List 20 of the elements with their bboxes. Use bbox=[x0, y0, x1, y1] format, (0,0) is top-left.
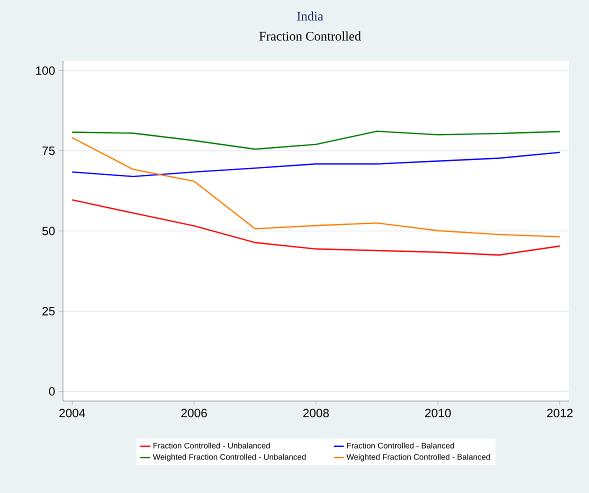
x-tick-label: 2008 bbox=[303, 408, 329, 418]
line-series bbox=[71, 199, 560, 256]
x-tick-label: 2004 bbox=[59, 408, 86, 418]
line-series bbox=[71, 152, 560, 178]
chart-title: India bbox=[297, 11, 324, 21]
y-tick-label: 50 bbox=[42, 226, 55, 236]
legend-label: Weighted Fraction Controlled - Balanced bbox=[346, 454, 490, 462]
x-tick-label: 2012 bbox=[547, 408, 573, 418]
legend-label: Weighted Fraction Controlled - Unbalanced bbox=[152, 454, 306, 462]
line-series bbox=[71, 130, 560, 150]
legend-label: Fraction Controlled - Unbalanced bbox=[154, 442, 270, 448]
y-tick-label: 75 bbox=[42, 146, 55, 155]
y-tick-label: 100 bbox=[36, 66, 55, 75]
x-tick-label: 2006 bbox=[181, 408, 207, 418]
y-tick-label: 25 bbox=[42, 306, 55, 316]
legend-label: Fraction Controlled - Balanced bbox=[347, 442, 454, 448]
y-tick-label: 0 bbox=[49, 387, 55, 396]
x-tick-label: 2010 bbox=[425, 408, 451, 418]
line-series bbox=[71, 137, 560, 238]
chart-subtitle: Fraction Controlled bbox=[259, 31, 361, 41]
